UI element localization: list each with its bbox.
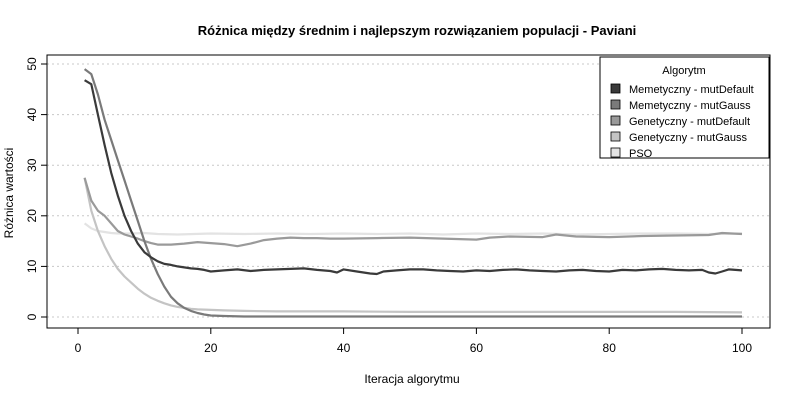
series-line-4: [83, 177, 743, 314]
legend: Algorytm Memetyczny - mutDefaultMemetycz…: [599, 56, 770, 160]
series-line-3: [83, 177, 743, 248]
y-tick-label: 40: [25, 108, 39, 122]
series-line-5: [83, 222, 743, 236]
x-tick-label: 60: [470, 341, 484, 355]
legend-swatch: [610, 99, 621, 110]
y-axis: 0 10 20 30 40 50: [25, 57, 47, 320]
legend-swatch: [610, 147, 621, 158]
legend-label: Memetyczny - mutGauss: [629, 100, 751, 112]
y-tick-label: 30: [25, 158, 39, 172]
x-tick-label: 80: [603, 341, 617, 355]
x-tick-label: 100: [732, 341, 752, 355]
y-tick-label: 20: [25, 209, 39, 223]
legend-label: Genetyczny - mutDefault: [629, 116, 750, 128]
y-tick-label: 0: [25, 313, 39, 320]
y-axis-label: Różnica wartości: [2, 148, 16, 239]
legend-label: Genetyczny - mutGauss: [629, 132, 747, 144]
y-tick-label: 50: [25, 57, 39, 71]
series-line-1: [84, 79, 743, 276]
legend-swatch: [610, 115, 621, 126]
legend-box: [599, 56, 770, 159]
legend-swatch: [610, 131, 621, 142]
chart-title: Różnica między średnim i najlepszym rozw…: [198, 23, 637, 38]
y-tick-label: 10: [25, 259, 39, 273]
series-line-2: [83, 68, 742, 318]
legend-items: Memetyczny - mutDefault Memetyczny - mutG…: [610, 83, 754, 160]
x-axis-label: Iteracja algorytmu: [364, 372, 459, 386]
legend-label: PSO: [629, 148, 653, 160]
x-tick-label: 0: [75, 341, 82, 355]
series-layer: [83, 68, 743, 318]
x-tick-label: 40: [337, 341, 351, 355]
x-axis: 0 20 40 60 80 100: [75, 328, 752, 355]
legend-swatch: [610, 83, 621, 94]
x-tick-label: 20: [204, 341, 218, 355]
legend-title: Algorytm: [662, 65, 705, 77]
plot-frame: [46, 54, 771, 329]
legend-label: Memetyczny - mutDefault: [629, 84, 754, 96]
